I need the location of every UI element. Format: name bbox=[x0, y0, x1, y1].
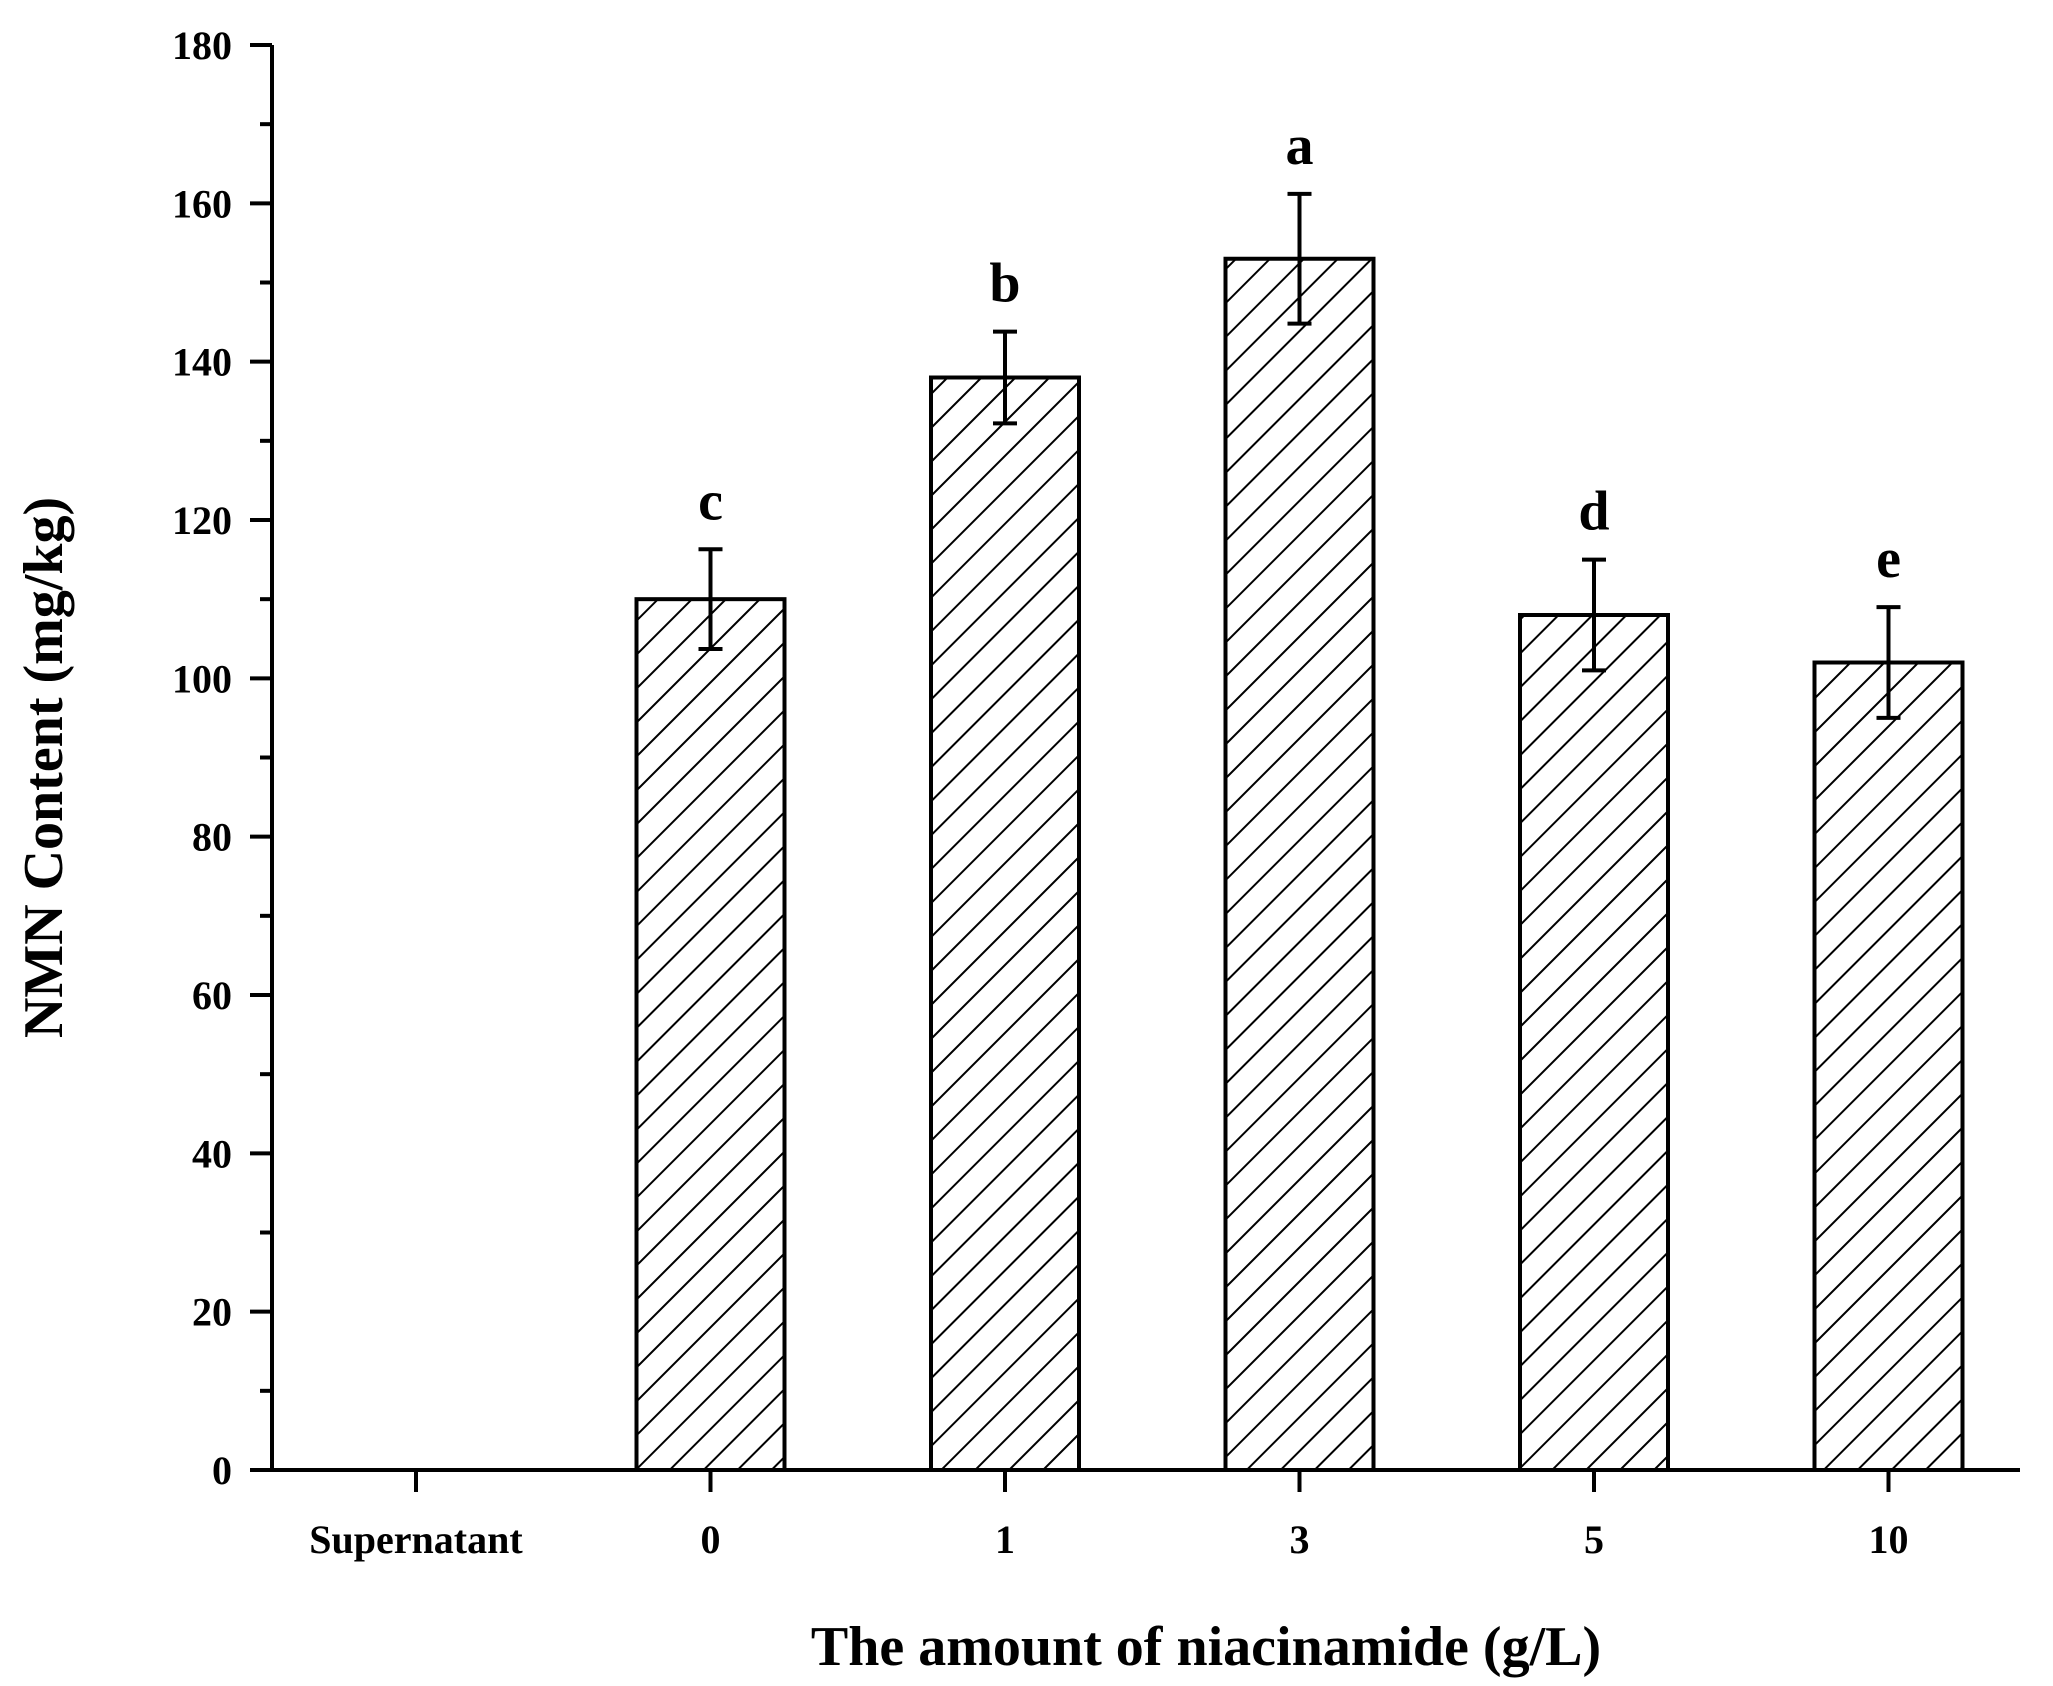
axes-group: 0 20 40 60 80 100 120 140 160 180 Supernatant 0 1 3 5 1… bbox=[172, 23, 2020, 1562]
bar bbox=[1223, 256, 1376, 1472]
x-tick-label: 1 bbox=[995, 1517, 1015, 1562]
x-tick-label: 10 bbox=[1869, 1517, 1909, 1562]
y-tick-label: 60 bbox=[192, 973, 232, 1018]
y-tick-label: 80 bbox=[192, 815, 232, 860]
y-tick-label: 120 bbox=[172, 498, 232, 543]
y-tick-label: 40 bbox=[192, 1131, 232, 1176]
y-tick-label: 20 bbox=[192, 1290, 232, 1335]
significance-letter: b bbox=[989, 253, 1020, 315]
x-tick-label: Supernatant bbox=[309, 1517, 523, 1562]
significance-letter: c bbox=[698, 470, 723, 532]
bars-group: c b a d e bbox=[634, 115, 1965, 1472]
x-tick-label: 3 bbox=[1290, 1517, 1310, 1562]
y-axis-title: NMN Content (mg/kg) bbox=[13, 497, 75, 1038]
bar bbox=[634, 597, 787, 1472]
bar bbox=[1518, 613, 1670, 1472]
bar bbox=[929, 375, 1081, 1472]
y-tick-label: 0 bbox=[212, 1448, 232, 1493]
significance-letter: d bbox=[1578, 481, 1609, 543]
y-tick-label: 100 bbox=[172, 656, 232, 701]
bar bbox=[1812, 660, 1965, 1472]
significance-letter: e bbox=[1876, 528, 1901, 590]
labels-group: The amount of niacinamide (g/L) NMN Cont… bbox=[13, 497, 1601, 1678]
y-tick-label: 140 bbox=[172, 340, 232, 385]
x-axis-title: The amount of niacinamide (g/L) bbox=[811, 1616, 1601, 1678]
x-tick-label: 5 bbox=[1584, 1517, 1604, 1562]
y-tick-label: 180 bbox=[172, 23, 232, 68]
significance-letter: a bbox=[1286, 115, 1314, 177]
x-tick-label: 0 bbox=[701, 1517, 721, 1562]
y-tick-label: 160 bbox=[172, 181, 232, 226]
